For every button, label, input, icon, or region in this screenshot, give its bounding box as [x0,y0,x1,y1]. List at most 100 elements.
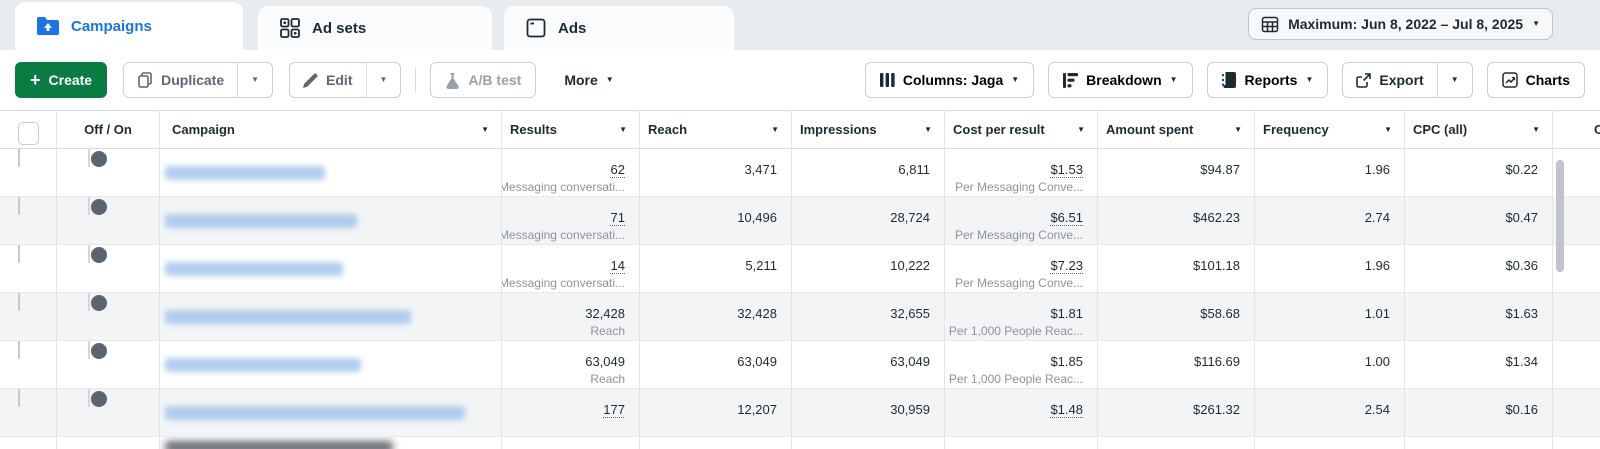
reach-value: 5,211 [745,258,777,273]
charts-button[interactable]: Charts [1486,62,1585,98]
ad-sets-grid-icon [280,18,300,38]
edit-button[interactable]: Edit [290,63,365,97]
cost-per-result-value: $1.53 [1050,162,1083,177]
cost-sub-label: Per Messaging Conve... [954,276,1083,290]
toggle-knob [91,198,107,215]
results-value: 63,049 [585,354,625,369]
sort-caret-icon[interactable]: ▼ [1234,125,1242,134]
export-split-button: Export ▼ [1342,62,1473,98]
cost-per-result-value: $7.23 [1050,258,1083,273]
table-row: 32,428 Reach 32,428 32,655 $1.81 Per 1,000… [0,293,1600,341]
tab-campaigns[interactable]: Campaigns [15,2,243,50]
results-sub-label: Messaging conversati... [502,228,625,242]
duplicate-split-button: Duplicate ▼ [123,62,274,98]
row-checkbox[interactable] [18,197,20,215]
cost-per-result-value: $6.51 [1050,210,1083,225]
plus-icon: + [30,70,41,90]
redacted-campaign-name[interactable] [165,166,325,180]
ab-test-button[interactable]: A/B test [430,62,537,98]
redacted-campaign-name[interactable] [165,310,411,324]
duplicate-dropdown-button[interactable]: ▼ [238,63,272,97]
campaign-toggle-off[interactable] [88,341,107,359]
redacted-campaign-name[interactable] [165,214,357,228]
campaign-toggle-off[interactable] [88,245,107,263]
sort-caret-icon[interactable]: ▼ [1384,125,1392,134]
reach-value: 63,049 [737,354,777,369]
split-divider [237,63,239,97]
amount-spent-value: $116.69 [1193,354,1240,369]
vertical-scrollbar[interactable] [1556,160,1564,272]
select-all-checkbox[interactable] [18,121,39,145]
table-row-partial [0,437,1600,449]
redacted-campaign-name [165,441,393,449]
header-next-column-partial: C [1594,122,1600,137]
export-button[interactable]: Export [1343,63,1436,97]
export-dropdown-button[interactable]: ▼ [1438,63,1472,97]
header-cost-per-result: Cost per result [953,122,1045,137]
header-cpc: CPC (all) [1413,122,1468,137]
redacted-campaign-name[interactable] [165,262,343,276]
sort-caret-icon[interactable]: ▼ [1532,125,1540,134]
toggle-knob [91,342,107,359]
reach-value: 3,471 [744,162,777,177]
table-row: 71 Messaging conversati... 10,496 28,724 … [0,197,1600,245]
row-checkbox[interactable] [18,341,20,359]
row-checkbox[interactable] [18,245,20,263]
row-checkbox[interactable] [18,293,20,311]
chevron-down-icon: ▼ [1450,75,1459,84]
table-row: 62 Messaging conversati... 3,471 6,811 $1… [0,149,1600,197]
breakdown-button[interactable]: Breakdown ▼ [1048,62,1193,98]
sort-caret-icon[interactable]: ▼ [924,125,932,134]
row-checkbox[interactable] [18,149,20,167]
breakdown-icon [1063,72,1079,88]
create-button[interactable]: + Create [15,62,108,98]
campaign-level-tabs: Campaigns Ad sets Ads Maximum: Jun 8, 20… [0,0,1600,50]
results-sub-label: Messaging conversati... [502,276,625,290]
amount-spent-value: $58.68 [1200,306,1240,321]
campaign-toggle-off[interactable] [88,149,107,167]
columns-button[interactable]: Columns: Jaga ▼ [864,62,1035,98]
campaign-toggle-off[interactable] [88,197,107,215]
duplicate-button[interactable]: Duplicate [124,63,237,97]
sort-caret-icon[interactable]: ▼ [771,125,779,134]
results-value: 14 [610,258,625,273]
toolbar-separator [415,67,417,93]
campaign-toggle-off[interactable] [88,389,107,407]
export-icon [1356,72,1372,88]
cpc-value: $0.22 [1505,162,1538,177]
impressions-value: 6,811 [898,162,930,177]
row-checkbox[interactable] [18,389,20,407]
more-button-label: More [564,72,598,88]
toggle-knob [91,150,107,167]
reach-value: 10,496 [737,210,777,225]
campaign-toggle-off[interactable] [88,293,107,311]
toggle-knob [91,294,107,311]
redacted-campaign-name[interactable] [165,406,465,420]
tab-ads-label: Ads [558,19,587,37]
cpc-value: $0.36 [1505,258,1538,273]
cost-per-result-value: $1.48 [1050,402,1083,417]
export-button-label: Export [1379,72,1424,88]
cpc-value: $0.47 [1505,210,1538,225]
columns-button-label: Columns: Jaga [902,72,1004,88]
more-button[interactable]: More ▼ [552,62,625,98]
sort-caret-icon[interactable]: ▼ [481,125,489,134]
breakdown-button-label: Breakdown [1086,72,1162,88]
edit-dropdown-button[interactable]: ▼ [367,63,401,97]
chevron-down-icon: ▼ [1305,75,1314,84]
chevron-down-icon: ▼ [251,75,260,84]
frequency-value: 1.96 [1364,162,1390,177]
columns-icon [879,73,895,87]
sort-caret-icon[interactable]: ▼ [1077,125,1085,134]
amount-spent-value: $101.18 [1193,258,1240,273]
reports-button[interactable]: Reports ▼ [1206,62,1329,98]
tab-ad-sets[interactable]: Ad sets [258,6,492,50]
campaigns-folder-icon [37,17,59,35]
chevron-down-icon: ▼ [379,75,388,84]
redacted-campaign-name[interactable] [165,358,361,372]
toggle-knob [91,390,107,407]
ads-page-icon [526,18,546,38]
tab-ads[interactable]: Ads [504,6,734,50]
date-range-selector[interactable]: Maximum: Jun 8, 2022 – Jul 8, 2025 ▼ [1248,8,1553,40]
sort-caret-icon[interactable]: ▼ [619,125,627,134]
